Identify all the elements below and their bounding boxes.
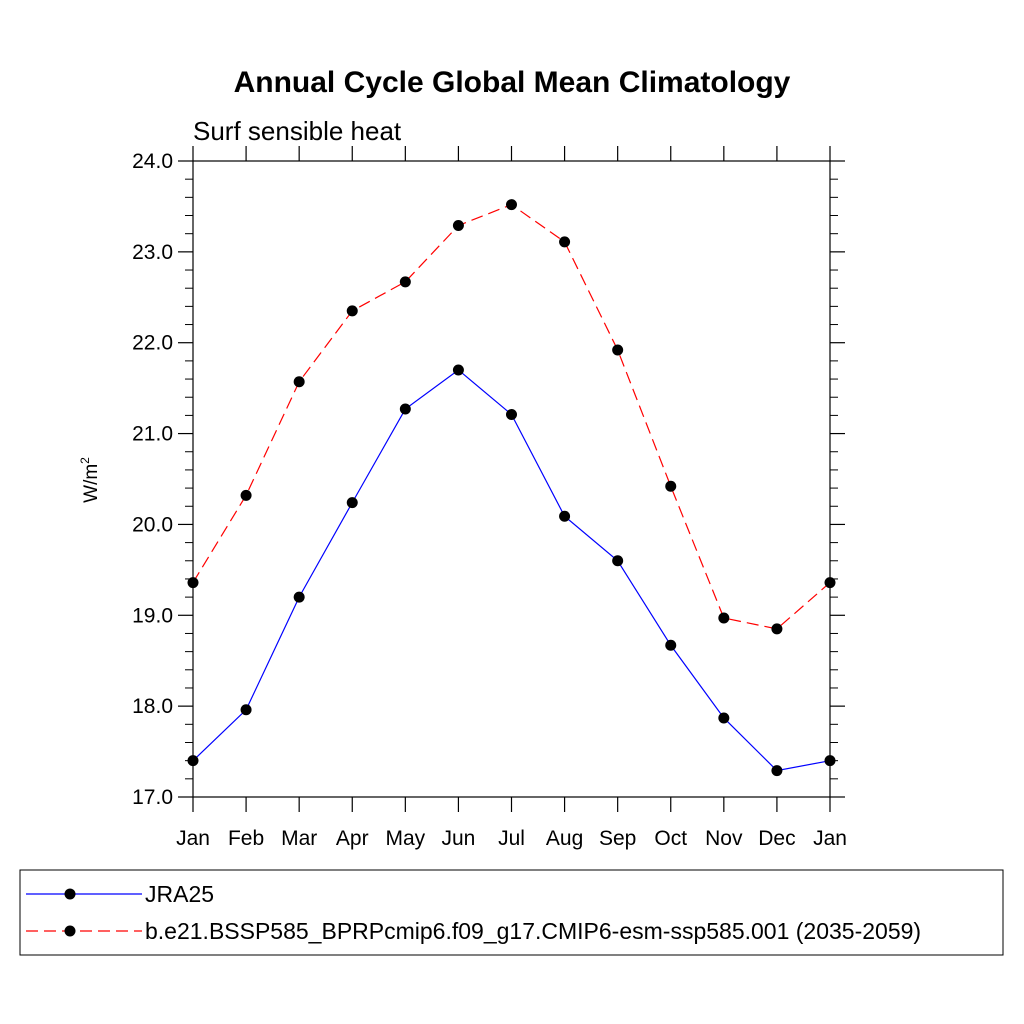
data-point [665, 639, 677, 651]
y-tick-label: 22.0 [132, 332, 173, 355]
data-point [718, 712, 730, 724]
legend-marker [64, 888, 76, 900]
chart-title: Annual Cycle Global Mean Climatology [234, 66, 791, 99]
legend-marker [64, 925, 76, 937]
series-markers [187, 199, 836, 777]
data-point [293, 376, 305, 388]
y-axis-label-unit: W/m [81, 464, 102, 503]
x-tick-label: Sep [599, 827, 636, 850]
data-point [452, 220, 464, 232]
data-point [612, 555, 624, 567]
plot-frame [192, 160, 831, 798]
x-tick-label: Feb [228, 827, 264, 850]
y-tick-label: 19.0 [132, 604, 173, 627]
data-point [187, 577, 199, 589]
x-tick-label: Jan [176, 827, 210, 850]
data-point [452, 364, 464, 376]
series-line-0 [192, 369, 831, 772]
data-point [559, 510, 571, 522]
data-point [346, 305, 358, 317]
data-point [718, 612, 730, 624]
data-point [559, 236, 571, 248]
data-point [771, 623, 783, 635]
x-tick-label: May [385, 827, 425, 850]
y-axis-label-exponent: 2 [78, 457, 92, 464]
data-point [240, 489, 252, 501]
data-point [506, 199, 517, 211]
x-tick-label: Apr [336, 827, 369, 850]
legend-label-1: b.e21.BSSP585_BPRPcmip6.f09_g17.CMIP6-es… [145, 918, 921, 944]
y-tick-label: 24.0 [132, 150, 173, 173]
y-tick-label: 18.0 [132, 695, 173, 718]
x-tick-labels: Jan Feb Mar Apr May Jun Jul Aug Sep Oct Nov Dec Jan [176, 827, 847, 850]
y-tick-label: 20.0 [132, 513, 173, 536]
data-point [187, 755, 199, 767]
x-tick-label: Oct [654, 827, 687, 850]
y-axis-title: W/m2 [78, 457, 102, 503]
data-point [399, 276, 411, 288]
legend-label-0: JRA25 [145, 881, 214, 907]
y-tick-label: 23.0 [132, 241, 173, 264]
y-tick-label: 17.0 [132, 786, 173, 809]
x-tick-label: Nov [705, 827, 743, 850]
data-point [346, 497, 358, 509]
data-point [240, 704, 252, 716]
x-tick-label: Aug [546, 827, 583, 850]
data-point [665, 480, 677, 492]
chart-subtitle: Surf sensible heat [193, 116, 402, 146]
axis-ticks [178, 146, 845, 812]
y-axis-label: W/m2 [78, 457, 102, 503]
x-tick-label: Jul [498, 827, 525, 850]
data-point [506, 408, 517, 420]
x-tick-label: Mar [281, 827, 317, 850]
x-tick-label: Jan [813, 827, 847, 850]
data-point [771, 765, 783, 777]
data-point [612, 344, 624, 356]
y-tick-label: 21.0 [132, 423, 173, 446]
data-point [824, 577, 836, 589]
x-tick-label: Dec [758, 827, 795, 850]
x-tick-label: Jun [441, 827, 475, 850]
data-point [293, 591, 305, 603]
data-point [399, 403, 411, 415]
legend: JRA25 b.e21.BSSP585_BPRPcmip6.f09_g17.CMI… [26, 881, 921, 944]
data-point [824, 755, 836, 767]
legend-box [19, 869, 1004, 956]
y-tick-labels: 17.0 18.0 19.0 20.0 21.0 22.0 23.0 24.0 [132, 150, 173, 809]
series-lines [192, 203, 831, 772]
